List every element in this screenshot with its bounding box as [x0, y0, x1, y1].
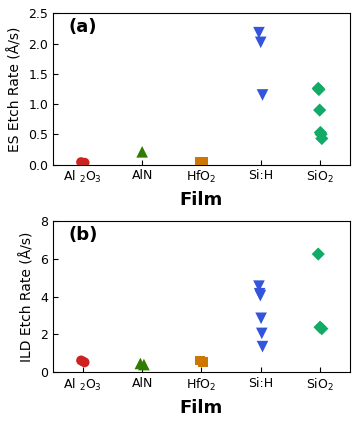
- Point: [258, 315, 264, 322]
- Point: [318, 129, 323, 136]
- Text: (a): (a): [68, 18, 97, 36]
- Y-axis label: ES Etch Rate (Å/s): ES Etch Rate (Å/s): [8, 26, 23, 152]
- Point: [316, 86, 322, 93]
- Point: [259, 330, 265, 337]
- Y-axis label: ILD Etch Rate (Å/s): ILD Etch Rate (Å/s): [20, 231, 35, 362]
- Point: [200, 159, 206, 165]
- Point: [80, 358, 86, 365]
- Point: [317, 107, 323, 113]
- Point: [319, 325, 325, 332]
- Point: [141, 361, 147, 368]
- Point: [256, 283, 262, 289]
- Point: [260, 343, 265, 350]
- Point: [315, 251, 321, 258]
- X-axis label: Film: Film: [180, 399, 223, 416]
- Point: [257, 292, 263, 299]
- Point: [257, 290, 262, 297]
- Point: [256, 29, 262, 36]
- Point: [137, 360, 143, 367]
- Point: [139, 148, 145, 155]
- Point: [82, 359, 87, 366]
- Point: [317, 324, 323, 331]
- Point: [315, 85, 321, 92]
- Point: [200, 358, 206, 365]
- Point: [318, 131, 324, 138]
- Text: (b): (b): [68, 226, 97, 244]
- Point: [82, 159, 87, 166]
- Point: [78, 159, 84, 165]
- Point: [78, 357, 84, 364]
- X-axis label: Film: Film: [180, 191, 223, 209]
- Point: [260, 91, 265, 98]
- Point: [258, 39, 263, 46]
- Point: [197, 158, 203, 165]
- Point: [197, 357, 203, 364]
- Point: [319, 135, 325, 142]
